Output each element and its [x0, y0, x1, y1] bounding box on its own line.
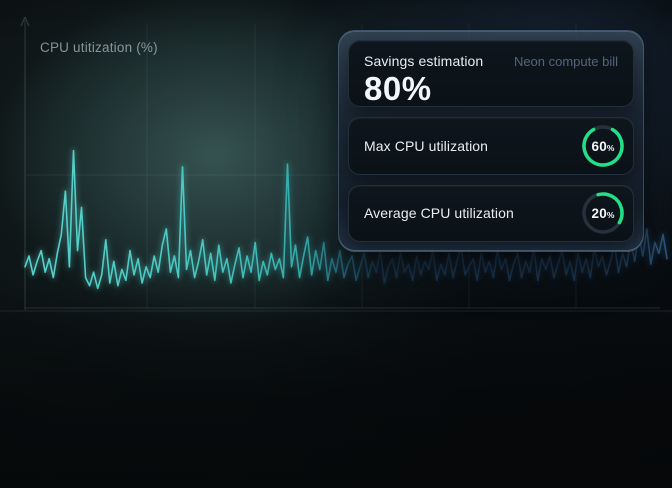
- avg-cpu-ring-gauge: 20%: [581, 191, 625, 235]
- chart-title: CPU utitization (%): [40, 40, 158, 55]
- max-cpu-ring-value: 60%: [581, 124, 625, 168]
- savings-value: 80%: [364, 70, 432, 107]
- avg-cpu-card: Average CPU utilization 20%: [348, 184, 634, 242]
- stats-panel: Savings estimation Neon compute bill 80%…: [338, 30, 644, 252]
- savings-card: Savings estimation Neon compute bill 80%: [348, 40, 634, 108]
- max-cpu-number: 60: [591, 138, 607, 154]
- max-cpu-label: Max CPU utilization: [364, 138, 489, 154]
- avg-cpu-number: 20: [591, 205, 607, 221]
- avg-cpu-ring-value: 20%: [581, 191, 625, 235]
- avg-cpu-percent-sign: %: [606, 209, 615, 220]
- savings-label: Savings estimation: [364, 53, 484, 69]
- savings-source-tag: Neon compute bill: [513, 54, 618, 69]
- max-cpu-percent-sign: %: [606, 142, 615, 153]
- avg-cpu-label: Average CPU utilization: [364, 205, 514, 222]
- savings-header-row: Savings estimation Neon compute bill: [364, 53, 618, 69]
- max-cpu-card: Max CPU utilization 60%: [348, 117, 634, 175]
- max-cpu-ring-gauge: 60%: [581, 124, 625, 168]
